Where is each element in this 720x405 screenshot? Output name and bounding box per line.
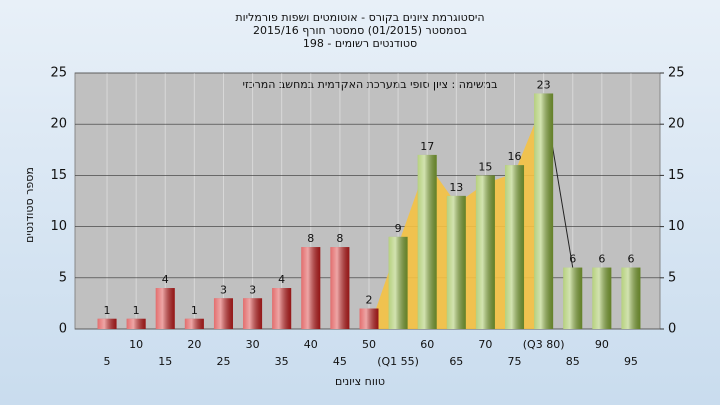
value-label: 6 bbox=[627, 253, 634, 266]
value-label: 13 bbox=[449, 181, 463, 194]
plot-area bbox=[74, 72, 661, 330]
x-tick-label: 5 bbox=[104, 355, 111, 368]
y2-tick-label: 0 bbox=[668, 322, 676, 337]
bar-shade bbox=[155, 288, 175, 329]
bar-shade bbox=[97, 318, 117, 329]
y-tick-label: 0 bbox=[59, 322, 67, 337]
value-label: 3 bbox=[249, 283, 256, 296]
bar-shade bbox=[243, 298, 263, 329]
value-label: 1 bbox=[191, 304, 198, 317]
bar-shade bbox=[184, 318, 204, 329]
x-tick-label: 85 bbox=[566, 355, 580, 368]
value-label: 1 bbox=[104, 304, 111, 317]
value-label: 6 bbox=[598, 253, 605, 266]
x-tick-label: 60 bbox=[420, 338, 434, 351]
bar-shade bbox=[446, 195, 466, 329]
annotation: במשימה : ציון סופי במערכת האקדמית במחשב … bbox=[243, 78, 498, 91]
value-label: 4 bbox=[162, 273, 169, 286]
value-label: 23 bbox=[537, 78, 551, 91]
bar-shade bbox=[272, 288, 292, 329]
y2-tick-label: 5 bbox=[668, 270, 676, 285]
x-tick-label: 65 bbox=[449, 355, 463, 368]
value-label: 4 bbox=[278, 273, 285, 286]
value-label: 17 bbox=[420, 140, 434, 153]
x-tick-label: 70 bbox=[478, 338, 492, 351]
x-tick-label: 25 bbox=[216, 355, 230, 368]
title: סטודנטים רשומים - 198 bbox=[303, 37, 417, 50]
value-label: 16 bbox=[508, 150, 522, 163]
bar-shade bbox=[592, 267, 612, 329]
title: בסמסטר (01/2015) סמסטר חורף 2015/16 bbox=[253, 24, 467, 37]
x-tick-label: (Q1 55) bbox=[377, 355, 419, 368]
bar-shade bbox=[330, 247, 350, 329]
y2-tick-label: 25 bbox=[668, 66, 685, 81]
x-tick-label: 75 bbox=[508, 355, 522, 368]
bar-shade bbox=[126, 318, 146, 329]
x-tick-label: 95 bbox=[624, 355, 638, 368]
x-tick-label: (Q3 80) bbox=[523, 338, 565, 351]
y-axis-label: מספר סטודנטים bbox=[23, 167, 36, 243]
bar-shade bbox=[359, 308, 379, 329]
value-label: 3 bbox=[220, 283, 227, 296]
x-tick-label: 45 bbox=[333, 355, 347, 368]
x-tick-label: 30 bbox=[246, 338, 260, 351]
y2-tick-label: 10 bbox=[668, 219, 685, 234]
y2-tick-label: 20 bbox=[668, 117, 685, 132]
bar-shade bbox=[213, 298, 233, 329]
bar-shade bbox=[417, 154, 437, 329]
x-tick-label: 40 bbox=[304, 338, 318, 351]
value-label: 9 bbox=[395, 222, 402, 235]
y-tick-label: 15 bbox=[50, 168, 67, 183]
value-label: 8 bbox=[336, 232, 343, 245]
bar-shade bbox=[475, 175, 495, 329]
value-label: 6 bbox=[569, 253, 576, 266]
x-tick-label: 35 bbox=[275, 355, 289, 368]
x-tick-label: 20 bbox=[187, 338, 201, 351]
bar-shade bbox=[621, 267, 641, 329]
y-tick-label: 25 bbox=[50, 66, 67, 81]
value-label: 8 bbox=[307, 232, 314, 245]
value-label: 2 bbox=[366, 294, 373, 307]
y-tick-label: 5 bbox=[59, 270, 67, 285]
x-tick-label: 10 bbox=[129, 338, 143, 351]
x-axis-label: טווח ציונים bbox=[335, 375, 385, 388]
value-label: 1 bbox=[133, 304, 140, 317]
title: היסטוגרמת ציונים בקורס - אוטומטים ושפות … bbox=[235, 11, 484, 24]
y-tick-label: 20 bbox=[50, 117, 67, 132]
bar-shade bbox=[301, 247, 321, 329]
value-label: 15 bbox=[478, 160, 492, 173]
x-tick-label: 90 bbox=[595, 338, 609, 351]
y2-tick-label: 15 bbox=[668, 168, 685, 183]
x-tick-label: 50 bbox=[362, 338, 376, 351]
bar-shade bbox=[534, 93, 554, 329]
x-tick-label: 15 bbox=[158, 355, 172, 368]
bar-shade bbox=[563, 267, 583, 329]
y-tick-label: 10 bbox=[50, 219, 67, 234]
bar-shade bbox=[388, 236, 408, 329]
bar-shade bbox=[505, 165, 525, 329]
